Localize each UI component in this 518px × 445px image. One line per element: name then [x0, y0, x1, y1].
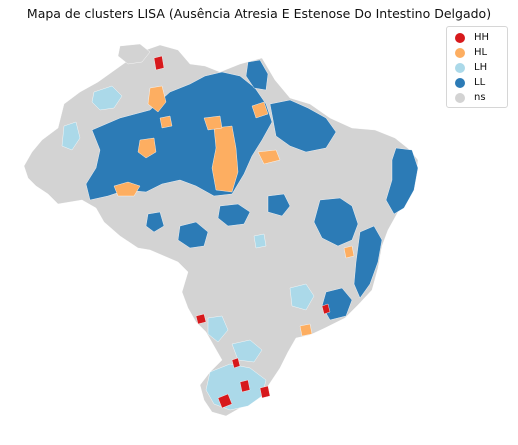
region-hl-north-1 [203, 115, 223, 131]
region-ll-west-small [145, 211, 165, 233]
region-lh-central [253, 233, 267, 249]
region-hh-mato-grosso-sul [195, 313, 207, 325]
legend: HH HL LH LL ns [446, 26, 508, 108]
region-ll-central-2 [217, 203, 251, 227]
region-ns-northwest [117, 43, 151, 65]
region-hh-roraima [153, 55, 165, 71]
region-hl-small-1 [159, 115, 173, 129]
region-hl-para-central [211, 125, 239, 193]
region-lh-parana [231, 339, 263, 363]
legend-item-lh: LH [447, 60, 507, 75]
region-hl-north-2 [251, 101, 269, 119]
region-lh-southeast [289, 283, 315, 311]
region-ll-bahia [313, 197, 359, 247]
legend-swatch-ns [455, 92, 465, 103]
region-hl-small-2 [299, 323, 313, 337]
legend-label-lh: LH [474, 62, 488, 73]
region-hh-rs-1 [217, 393, 233, 409]
legend-swatch-ll [455, 77, 465, 88]
region-lh-mato-grosso-sul [207, 315, 229, 343]
legend-label-hl: HL [474, 47, 488, 58]
region-hh-rs-2 [239, 379, 251, 393]
region-hl-small-3 [343, 245, 355, 259]
region-ll-central-3 [267, 193, 291, 217]
region-ll-amapa [245, 59, 269, 91]
legend-item-ns: ns [447, 90, 507, 105]
legend-label-ns: ns [474, 92, 486, 103]
region-ll-north-2 [269, 99, 337, 153]
region-lh-roraima-west [91, 85, 123, 111]
region-hh-parana [231, 357, 241, 369]
region-hh-southeast [321, 303, 331, 315]
region-ll-central-1 [177, 221, 209, 249]
legend-swatch-hh [455, 32, 465, 43]
legend-label-hh: HH [474, 32, 490, 43]
region-ll-northeast-coast [385, 147, 419, 215]
region-lh-amazonas-west [61, 121, 81, 151]
legend-item-hh: HH [447, 30, 507, 45]
legend-swatch-lh [455, 62, 465, 73]
legend-label-ll: LL [474, 77, 486, 88]
legend-item-hl: HL [447, 45, 507, 60]
region-hl-tocantins [257, 149, 281, 165]
region-ll-east-strip [353, 225, 383, 299]
region-hl-acre [113, 181, 141, 197]
region-hl-roraima [147, 85, 167, 113]
map-title: Mapa de clusters LISA (Ausência Atresia … [26, 6, 492, 21]
region-hh-rs-3 [259, 385, 271, 399]
legend-item-ll: LL [447, 75, 507, 90]
region-hl-amazonas [137, 137, 157, 159]
legend-swatch-hl [455, 47, 465, 58]
